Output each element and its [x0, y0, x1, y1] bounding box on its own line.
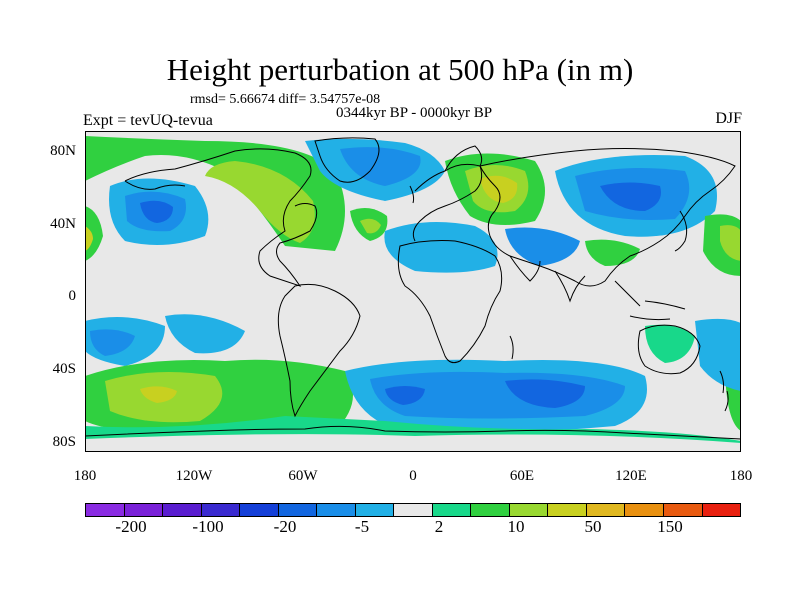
- lat-tick-label: 80N: [50, 143, 76, 159]
- coastline-uk: [409, 185, 415, 204]
- colorbar-swatch: [240, 503, 279, 517]
- coastline-se-asia: [614, 280, 686, 321]
- colorbar-swatch: [509, 503, 549, 517]
- field-n-atlantic-core: [340, 147, 421, 186]
- colorbar-tick-label: -200: [115, 517, 147, 536]
- colorbar-swatch: [85, 503, 125, 517]
- colorbar-tick-label: 150: [657, 517, 683, 536]
- map-panel: [85, 131, 741, 452]
- lon-tick-label: 180: [729, 468, 753, 484]
- field-atlantic-ridge-core: [360, 218, 381, 234]
- colorbar-swatch: [548, 503, 587, 517]
- lon-tick-label: 60W: [288, 468, 318, 484]
- colorbar-swatch: [163, 503, 202, 517]
- coastline-greenland: [314, 137, 380, 183]
- colorbar-tick-label: 2: [434, 517, 444, 536]
- stats-text: rmsd= 5.66674 diff= 3.54757e-08: [190, 92, 381, 107]
- field-med-low-core: [505, 227, 580, 266]
- colorbar-swatch: [278, 503, 318, 517]
- coastline-south-america: [277, 283, 361, 418]
- field-s-indian-low-center: [505, 379, 585, 408]
- field-eurasia-ridge-center: [480, 175, 518, 203]
- coastline-japan: [674, 210, 688, 252]
- map-border: [85, 131, 741, 452]
- field-s-pacific-low-core: [90, 329, 135, 356]
- coastline-new-zealand: [719, 370, 729, 412]
- colorbar-swatch: [394, 503, 433, 517]
- colorbar-swatch: [124, 503, 164, 517]
- colorbar-swatch: [201, 503, 241, 517]
- colorbar-swatch: [625, 503, 664, 517]
- lon-tick-label: 180: [73, 468, 97, 484]
- colorbar: [85, 503, 742, 517]
- period-label: 0344kyr BP - 0000kyr BP: [335, 105, 493, 121]
- lat-tick-label: 40S: [52, 361, 76, 377]
- colorbar-tick-label: -100: [192, 517, 224, 536]
- coastline-india: [554, 270, 586, 303]
- colorbar-swatch: [432, 503, 472, 517]
- coastline-africa: [397, 240, 503, 364]
- field-nw-pacific-ridge-core: [720, 225, 741, 261]
- field-se-pacific-low: [695, 318, 741, 391]
- colorbar-tick-label: -5: [354, 517, 370, 536]
- field-pacific-core: [85, 226, 93, 251]
- lon-tick-label: 60E: [509, 468, 535, 484]
- colorbar-swatch: [663, 503, 703, 517]
- coastline-madagascar: [509, 335, 514, 360]
- lat-tick-label: 0: [68, 288, 77, 304]
- plot-title: Height perturbation at 500 hPa (in m): [166, 52, 634, 87]
- colorbar-swatch: [586, 503, 626, 517]
- lon-tick-label: 0: [409, 468, 417, 484]
- field-n-america-strong: [205, 161, 315, 243]
- colorbar-tick-label: 50: [584, 517, 602, 536]
- field-pacific-positive: [85, 206, 103, 261]
- coastline-asia: [479, 148, 736, 287]
- coastlines: [85, 137, 741, 440]
- field-s-pacific-ridge-center: [140, 386, 177, 403]
- season-label: DJF: [715, 110, 742, 127]
- field-siberia-low-center: [600, 182, 661, 211]
- map-svg: [85, 131, 741, 452]
- lat-tick-label: 40N: [50, 216, 76, 232]
- lat-tick-label: 80S: [52, 434, 76, 450]
- colorbar-swatch: [317, 503, 356, 517]
- lon-tick-label: 120E: [615, 468, 647, 484]
- colorbar-swatch: [355, 503, 395, 517]
- colorbar-swatch: [471, 503, 510, 517]
- coastline-north-america: [124, 148, 318, 287]
- coastline-antarctica: [85, 425, 741, 440]
- colorbar-tick-label: 10: [507, 517, 525, 536]
- coastline-australia: [637, 324, 701, 375]
- field-east-asia-positive: [585, 239, 640, 266]
- coastline-arabia: [509, 255, 541, 282]
- coastline-scandinavia: [444, 145, 483, 172]
- lon-tick-label: 120W: [175, 468, 213, 484]
- colorbar-tick-label: -20: [273, 517, 297, 536]
- coastline-alaska: [124, 180, 186, 190]
- field-n-pacific-low-center: [140, 200, 173, 223]
- field-antarctic-strip: [85, 434, 741, 452]
- field-australia-positive: [645, 324, 695, 363]
- field-s-atlantic-low-center: [385, 386, 425, 405]
- contour-fields: [85, 136, 741, 452]
- field-med-low: [384, 222, 498, 273]
- colorbar-swatch: [702, 503, 742, 517]
- experiment-label: Expt = tevUQ-tevua: [83, 112, 213, 129]
- field-s-pacific-neg2: [165, 314, 245, 354]
